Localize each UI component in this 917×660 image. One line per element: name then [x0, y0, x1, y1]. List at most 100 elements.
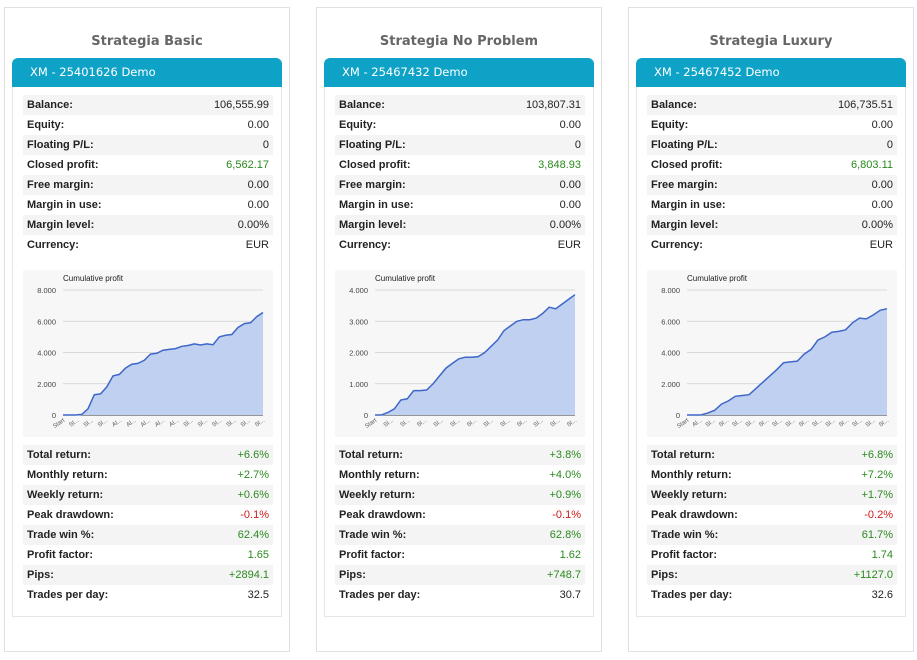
stat-label: Weekly return:: [23, 485, 189, 505]
stat-label: Closed profit:: [339, 159, 411, 171]
y-tick-label: 8.000: [37, 286, 56, 295]
stat-value: +1.7%: [813, 485, 897, 505]
account-card: Balance: 106,735.51 Equity: 0.00 Floating P/…: [636, 87, 906, 617]
stat-label: Floating P/L:: [23, 135, 165, 155]
stat-row: Equity: 0.00: [23, 115, 273, 135]
stat-label: Margin level:: [335, 215, 477, 235]
stat-value: +3.8%: [508, 445, 585, 465]
stat-value: EUR: [557, 239, 581, 251]
x-tick-label: Al...: [169, 418, 181, 429]
stat-label: Weekly return:: [335, 485, 509, 505]
chart-title: Cumulative profit: [687, 274, 748, 283]
x-tick-label: Sl...: [705, 418, 717, 429]
stat-label: Balance:: [23, 95, 165, 115]
performance-table: Total return: +3.8% Monthly return: +4.0% We…: [335, 445, 585, 605]
y-tick-label: 4.000: [37, 349, 56, 358]
account-header[interactable]: XM - 25401626 Demo: [12, 58, 282, 87]
series-area: [687, 308, 887, 415]
summary-table: Balance: 106,735.51 Equity: 0.00 Floating P/…: [647, 95, 897, 255]
stat-value: -0.1%: [552, 509, 581, 521]
stat-value: +6.6%: [188, 445, 273, 465]
stat-row: Trades per day: 32.6: [647, 585, 897, 605]
x-tick-label: Sl...: [240, 418, 252, 429]
stat-value: +6.8%: [813, 445, 897, 465]
stat-label: Margin in use:: [27, 199, 102, 211]
stat-row: Free margin: 0.00: [647, 175, 897, 195]
stat-row: Pips: +1127.0: [647, 565, 897, 585]
stat-value: 62.4%: [188, 525, 273, 545]
x-tick-label: Sl...: [852, 418, 864, 429]
account-header[interactable]: XM - 25467452 Demo: [636, 58, 906, 87]
x-tick-label: Sl...: [533, 418, 545, 429]
stat-label: Profit factor:: [339, 549, 405, 561]
stat-label: Equity:: [27, 119, 65, 131]
stat-row: Margin in use: 0.00: [335, 195, 585, 215]
stat-row: Margin level: 0.00%: [23, 215, 273, 235]
stat-label: Peak drawdown:: [339, 509, 426, 521]
series-line: [63, 311, 264, 416]
stat-row: Balance: 103,807.31: [335, 95, 585, 115]
panel-title: Strategia Basic: [91, 34, 203, 49]
x-tick-label: Sl...: [500, 418, 512, 429]
stat-row: Margin level: 0.00%: [335, 215, 585, 235]
stat-label: Free margin:: [23, 175, 165, 195]
x-tick-label: Sl...: [516, 418, 528, 429]
stat-value: 0.00: [247, 119, 269, 131]
stat-label: Currency:: [27, 239, 79, 251]
stat-label: Trade win %:: [335, 525, 509, 545]
summary-table: Balance: 103,807.31 Equity: 0.00 Floating P/…: [335, 95, 585, 255]
account-header[interactable]: XM - 25467432 Demo: [324, 58, 594, 87]
stat-row: Closed profit: 6,803.11: [647, 155, 897, 175]
stat-value: +748.7: [508, 565, 585, 585]
x-tick-label: Sl...: [466, 418, 478, 429]
stat-label: Margin in use:: [339, 199, 414, 211]
y-tick-label: 3.000: [349, 317, 368, 326]
stat-value: 6,562.17: [226, 159, 269, 171]
stat-value: 61.7%: [813, 525, 897, 545]
x-tick-label: Al...: [126, 418, 138, 429]
stat-row: Profit factor: 1.65: [23, 545, 273, 565]
stat-row: Floating P/L: 0: [647, 135, 897, 155]
y-tick-label: 4.000: [661, 349, 680, 358]
stat-label: Currency:: [339, 239, 391, 251]
x-tick-label: Sl...: [878, 418, 890, 429]
x-tick-label: Sl...: [197, 418, 209, 429]
x-tick-label: Sl...: [718, 418, 730, 429]
stat-row: Peak drawdown: -0.1%: [23, 505, 273, 525]
stat-value: +4.0%: [549, 469, 582, 481]
stat-value: 0.00: [871, 119, 893, 131]
stat-row: Weekly return: +0.9%: [335, 485, 585, 505]
panel-title: Strategia No Problem: [379, 34, 539, 49]
x-tick-label: Al...: [154, 418, 166, 429]
stat-value: 0.00: [247, 199, 269, 211]
stat-row: Total return: +6.8%: [647, 445, 897, 465]
stat-label: Pips:: [647, 565, 814, 585]
x-tick-label: Sl...: [383, 418, 395, 429]
stat-value: 0.00: [476, 175, 585, 195]
cumulative-profit-chart: Cumulative profit 0 1.000 2.000 3.000 4.000 St…: [335, 270, 585, 437]
stat-value: EUR: [869, 239, 893, 251]
stat-value: 1.62: [559, 549, 581, 561]
cumulative-profit-chart: Cumulative profit 0 2.000 4.000 6.000 8.000 St…: [23, 270, 273, 437]
stat-value: 1.65: [247, 549, 269, 561]
x-tick-label: Sl...: [254, 418, 266, 429]
stat-row: Peak drawdown: -0.1%: [335, 505, 585, 525]
x-tick-label: Sl...: [83, 418, 95, 429]
stat-row: Pips: +748.7: [335, 565, 585, 585]
y-tick-label: 6.000: [661, 317, 680, 326]
stat-row: Free margin: 0.00: [23, 175, 273, 195]
stat-label: Trades per day:: [339, 589, 421, 601]
stat-label: Total return:: [23, 445, 189, 465]
x-tick-label: Sl...: [69, 418, 81, 429]
stat-value: -0.1%: [240, 509, 269, 521]
y-tick-label: 1.000: [349, 380, 368, 389]
stat-row: Monthly return: +4.0%: [335, 465, 585, 485]
stat-label: Profit factor:: [651, 549, 717, 561]
stat-label: Trade win %:: [23, 525, 189, 545]
stat-label: Balance:: [335, 95, 477, 115]
x-tick-label: Sl...: [400, 418, 412, 429]
x-tick-label: Sl...: [450, 418, 462, 429]
x-tick-label: Sl...: [785, 418, 797, 429]
strategy-panel-no-problem: Strategia No Problem XM - 25467432 Demo …: [316, 7, 602, 652]
stat-value: +2894.1: [188, 565, 273, 585]
